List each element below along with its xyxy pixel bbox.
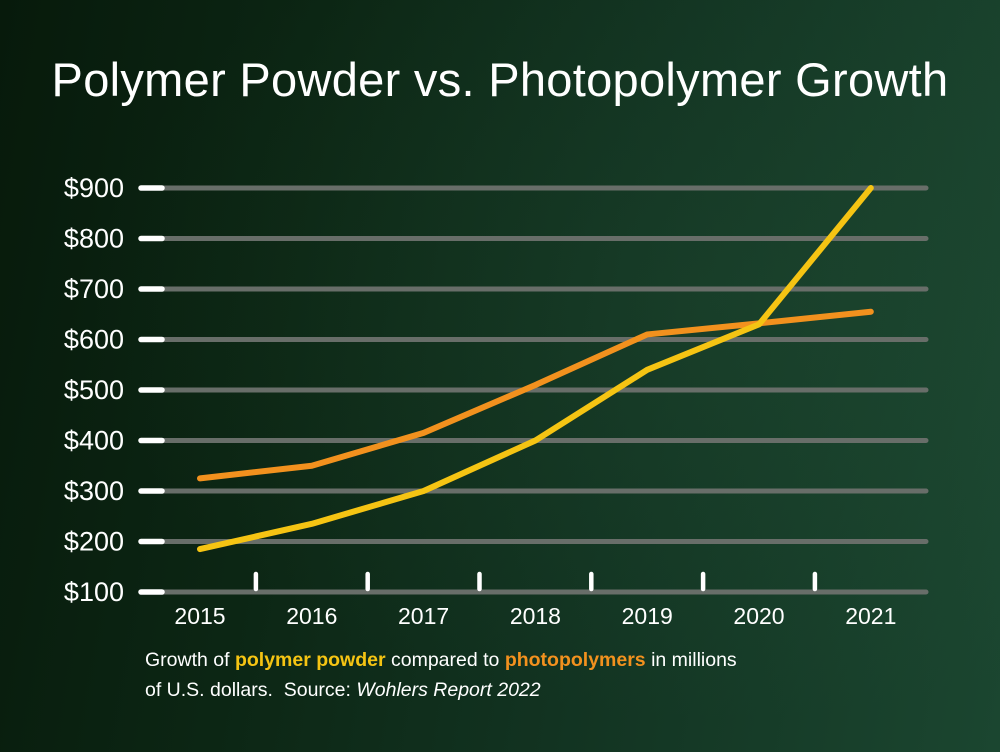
- y-axis-label-$700: $700: [64, 274, 124, 304]
- chart-title: Polymer Powder vs. Photopolymer Growth: [51, 53, 949, 106]
- caption-text-tail: in millions: [645, 649, 737, 671]
- y-axis-label-$900: $900: [64, 173, 124, 203]
- caption-text-middle: compared to: [385, 649, 505, 671]
- y-axis-label-$400: $400: [64, 426, 124, 456]
- x-axis-label-2018: 2018: [510, 603, 561, 629]
- x-axis-label-2020: 2020: [733, 603, 784, 629]
- y-axis-label-$200: $200: [64, 527, 124, 557]
- caption-text-prefix: Growth of: [145, 649, 235, 671]
- caption-series1-label: polymer powder: [234, 649, 386, 671]
- series-line-polymer-powder: [197, 185, 874, 553]
- x-axis-label-2019: 2019: [622, 603, 673, 629]
- x-axis-label-2021: 2021: [845, 603, 896, 629]
- y-axis-label-$500: $500: [64, 375, 124, 405]
- caption-text-line2: of U.S. dollars. Source:: [145, 679, 357, 701]
- x-axis-label-2015: 2015: [174, 603, 225, 629]
- y-axis-label-$600: $600: [64, 325, 124, 355]
- x-axis-label-2017: 2017: [398, 603, 449, 629]
- series-line-photopolymers: [197, 308, 874, 482]
- y-axis-label-$100: $100: [64, 577, 124, 607]
- caption-source: Wohlers Report 2022: [356, 679, 541, 701]
- caption: Growth of polymer powder compared to pho…: [145, 645, 865, 705]
- y-axis-label-$300: $300: [64, 476, 124, 506]
- x-axis-label-2016: 2016: [286, 603, 337, 629]
- caption-series2-label: photopolymers: [504, 649, 646, 671]
- y-axis-label-$800: $800: [64, 224, 124, 254]
